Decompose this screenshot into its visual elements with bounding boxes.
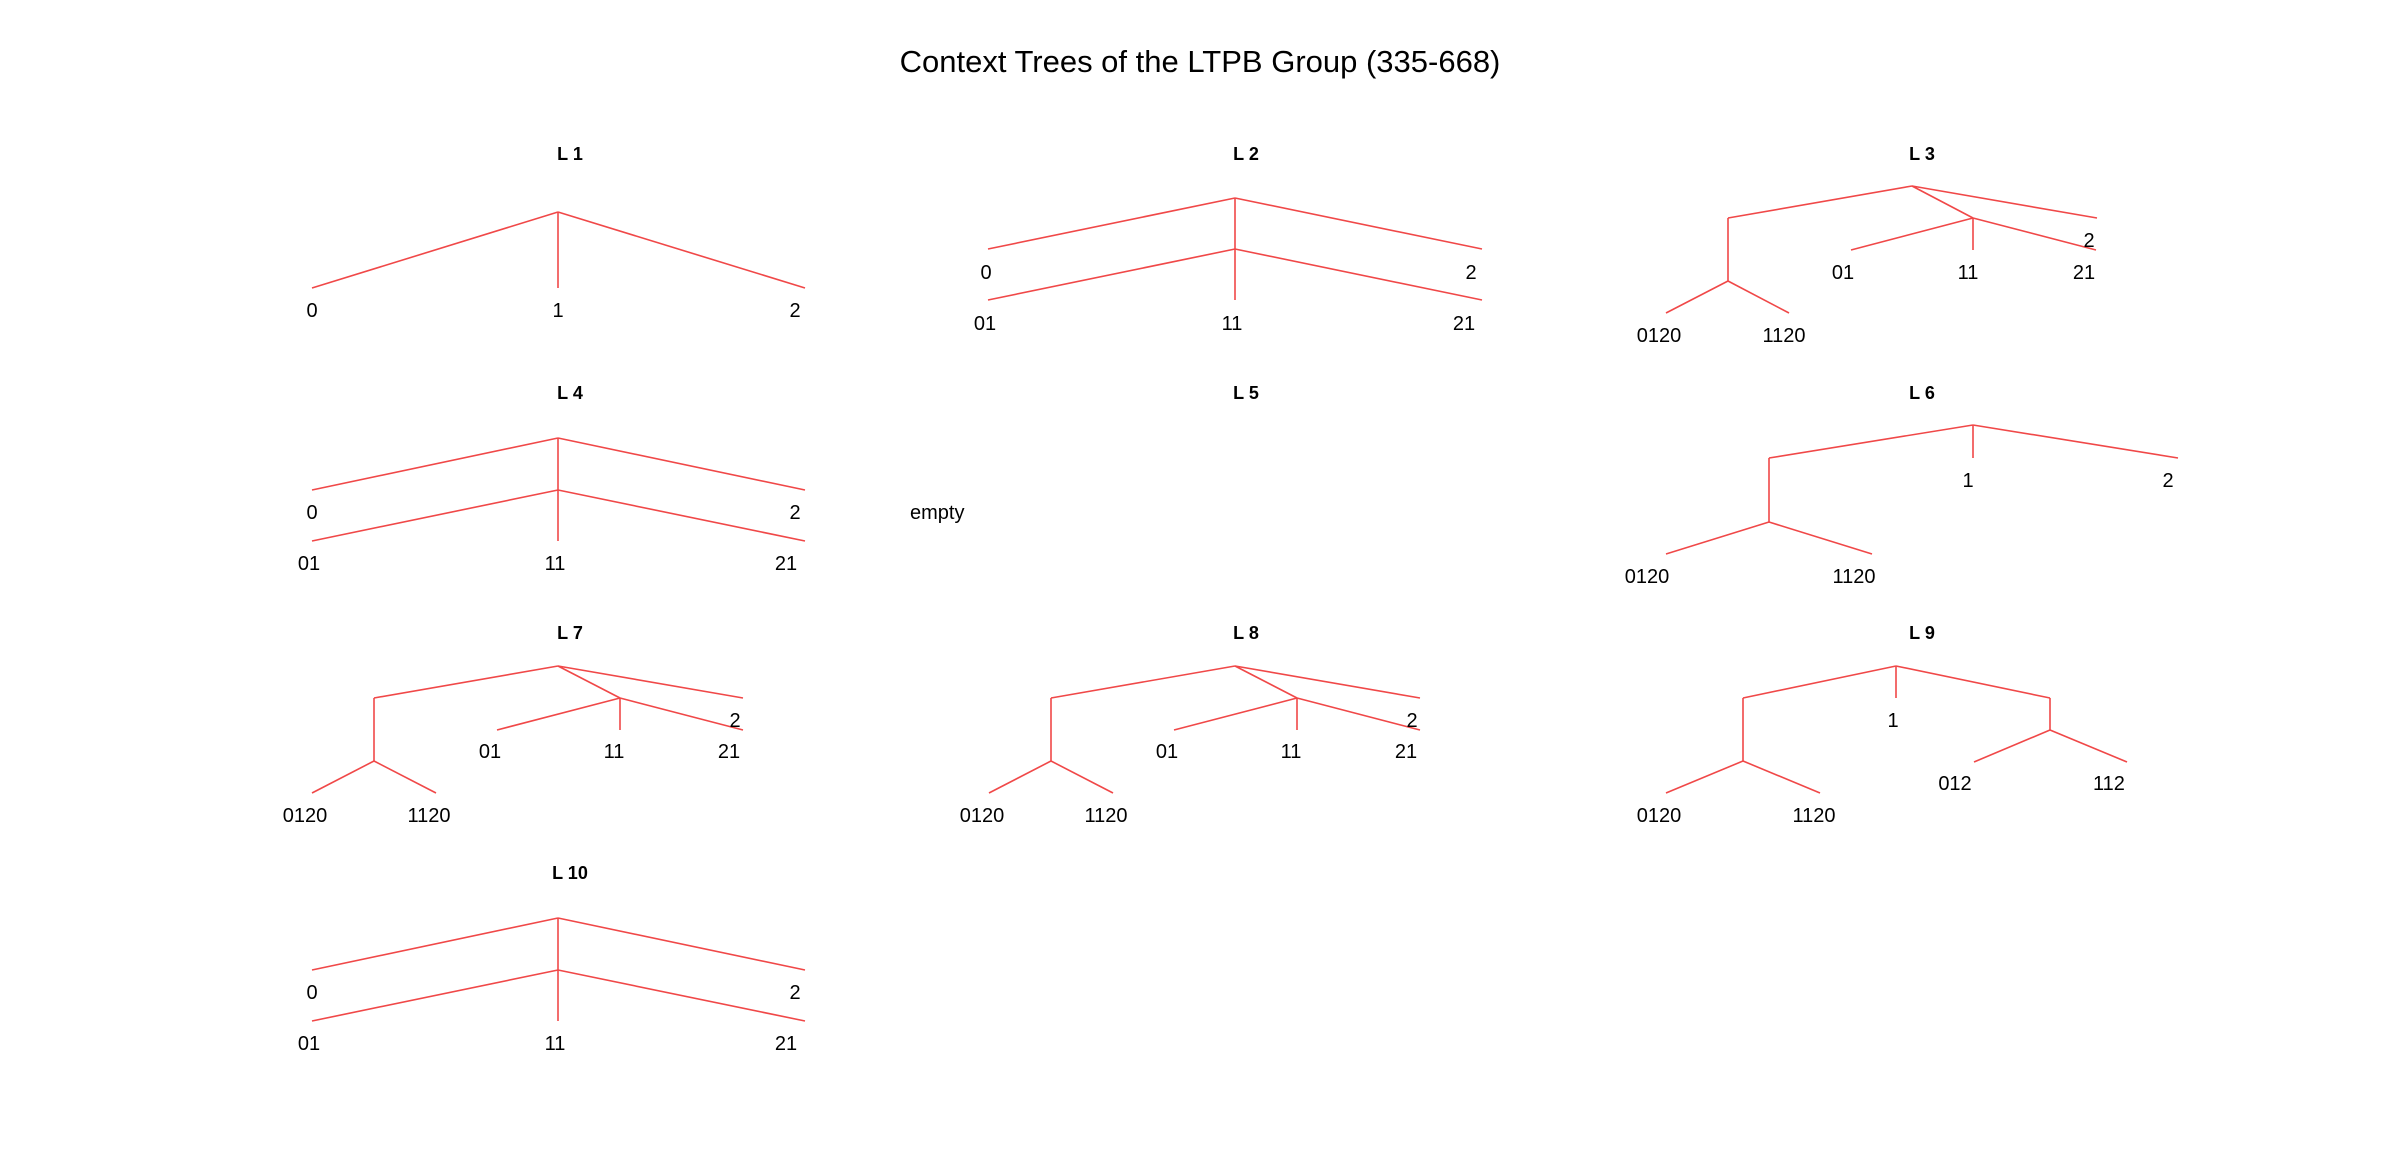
leaf-label: 11	[1281, 741, 1302, 763]
tree-edges	[311, 211, 806, 289]
panel-l4: L 4 0 2 01 11 21	[298, 383, 806, 575]
leaf-label: 2	[2083, 230, 2094, 252]
leaf-label: 1	[1962, 470, 1973, 492]
figure-title: Context Trees of the LTPB Group (335-668…	[900, 44, 1501, 79]
leaf-label: 012	[1938, 773, 1971, 795]
leaf-label: 1120	[1762, 325, 1805, 347]
panel-title: L 6	[1909, 383, 1935, 403]
panel-title: L 5	[1233, 383, 1259, 403]
panel-title: L 8	[1233, 623, 1259, 643]
panel-l2: L 2 0 2 01 11 21	[974, 144, 1483, 335]
leaf-label: 11	[604, 741, 625, 763]
leaf-label: 01	[479, 741, 501, 763]
panel-title: L 3	[1909, 144, 1935, 164]
panel-l9: L 9 1 012 112 0120 1120	[1637, 623, 2128, 827]
panel-title: L 7	[557, 623, 583, 643]
tree-edges	[987, 197, 1483, 301]
leaf-label: 21	[2073, 262, 2095, 284]
panel-l10: L 10 0 2 01 11 21	[298, 863, 806, 1055]
leaf-label: 11	[545, 1033, 566, 1055]
leaf-label: 0	[980, 262, 991, 284]
leaf-label: 11	[1958, 262, 1979, 284]
leaf-label: 2	[2162, 470, 2173, 492]
leaf-label: 0	[306, 502, 317, 524]
leaf-label: 1	[552, 300, 563, 322]
panel-l8: L 8 2 01 11 21 0120 1120	[960, 623, 1421, 827]
leaf-label: 11	[1222, 313, 1243, 335]
leaf-label: 2	[789, 982, 800, 1004]
panel-title: L 10	[552, 863, 588, 883]
leaf-label: 21	[775, 553, 797, 575]
panel-title: L 4	[557, 383, 583, 403]
leaf-label: 2	[729, 710, 740, 732]
leaf-label: 1120	[1832, 566, 1875, 588]
leaf-label: 21	[775, 1033, 797, 1055]
leaf-label: 01	[1832, 262, 1854, 284]
leaf-label: 11	[545, 553, 566, 575]
panel-title: L 9	[1909, 623, 1935, 643]
leaf-label: 0120	[1637, 325, 1682, 347]
tree-edges	[311, 437, 806, 542]
leaf-label: 112	[2093, 773, 2125, 795]
leaf-label: 1120	[1084, 805, 1127, 827]
leaf-label: 1120	[1792, 805, 1835, 827]
tree-edges	[311, 917, 806, 1022]
leaf-label: 01	[1156, 741, 1178, 763]
leaf-label: 0120	[1637, 805, 1682, 827]
leaf-label: 0120	[283, 805, 328, 827]
leaf-label: 2	[789, 502, 800, 524]
tree-edges	[311, 665, 744, 794]
leaf-label: 21	[718, 741, 740, 763]
tree-edges	[1665, 665, 2128, 794]
leaf-label: 0	[306, 300, 317, 322]
panel-l6: L 6 1 2 0120 1120	[1625, 383, 2179, 588]
panel-l5: L 5 empty	[910, 383, 1259, 524]
leaf-label: 21	[1395, 741, 1417, 763]
leaf-label: 01	[974, 313, 996, 335]
tree-edges	[1665, 424, 2179, 555]
tree-edges	[988, 665, 1421, 794]
leaf-label: 01	[298, 553, 320, 575]
leaf-label: 2	[1465, 262, 1476, 284]
panel-l3: L 3 2 01 11 21 0120 1120	[1637, 144, 2098, 347]
panel-l1: L 1 0 1 2	[306, 144, 806, 322]
panel-title: L 2	[1233, 144, 1259, 164]
panel-title: L 1	[557, 144, 583, 164]
panel-l7: L 7 2 01 11 21 0120 1120	[283, 623, 744, 827]
leaf-label: 1	[1887, 710, 1898, 732]
empty-label: empty	[910, 502, 964, 524]
tree-edges	[1665, 185, 2098, 314]
leaf-label: 01	[298, 1033, 320, 1055]
leaf-label: 2	[1406, 710, 1417, 732]
leaf-label: 2	[789, 300, 800, 322]
leaf-label: 0	[306, 982, 317, 1004]
leaf-label: 1120	[407, 805, 450, 827]
leaf-label: 0120	[960, 805, 1005, 827]
leaf-label: 21	[1453, 313, 1475, 335]
leaf-label: 0120	[1625, 566, 1670, 588]
